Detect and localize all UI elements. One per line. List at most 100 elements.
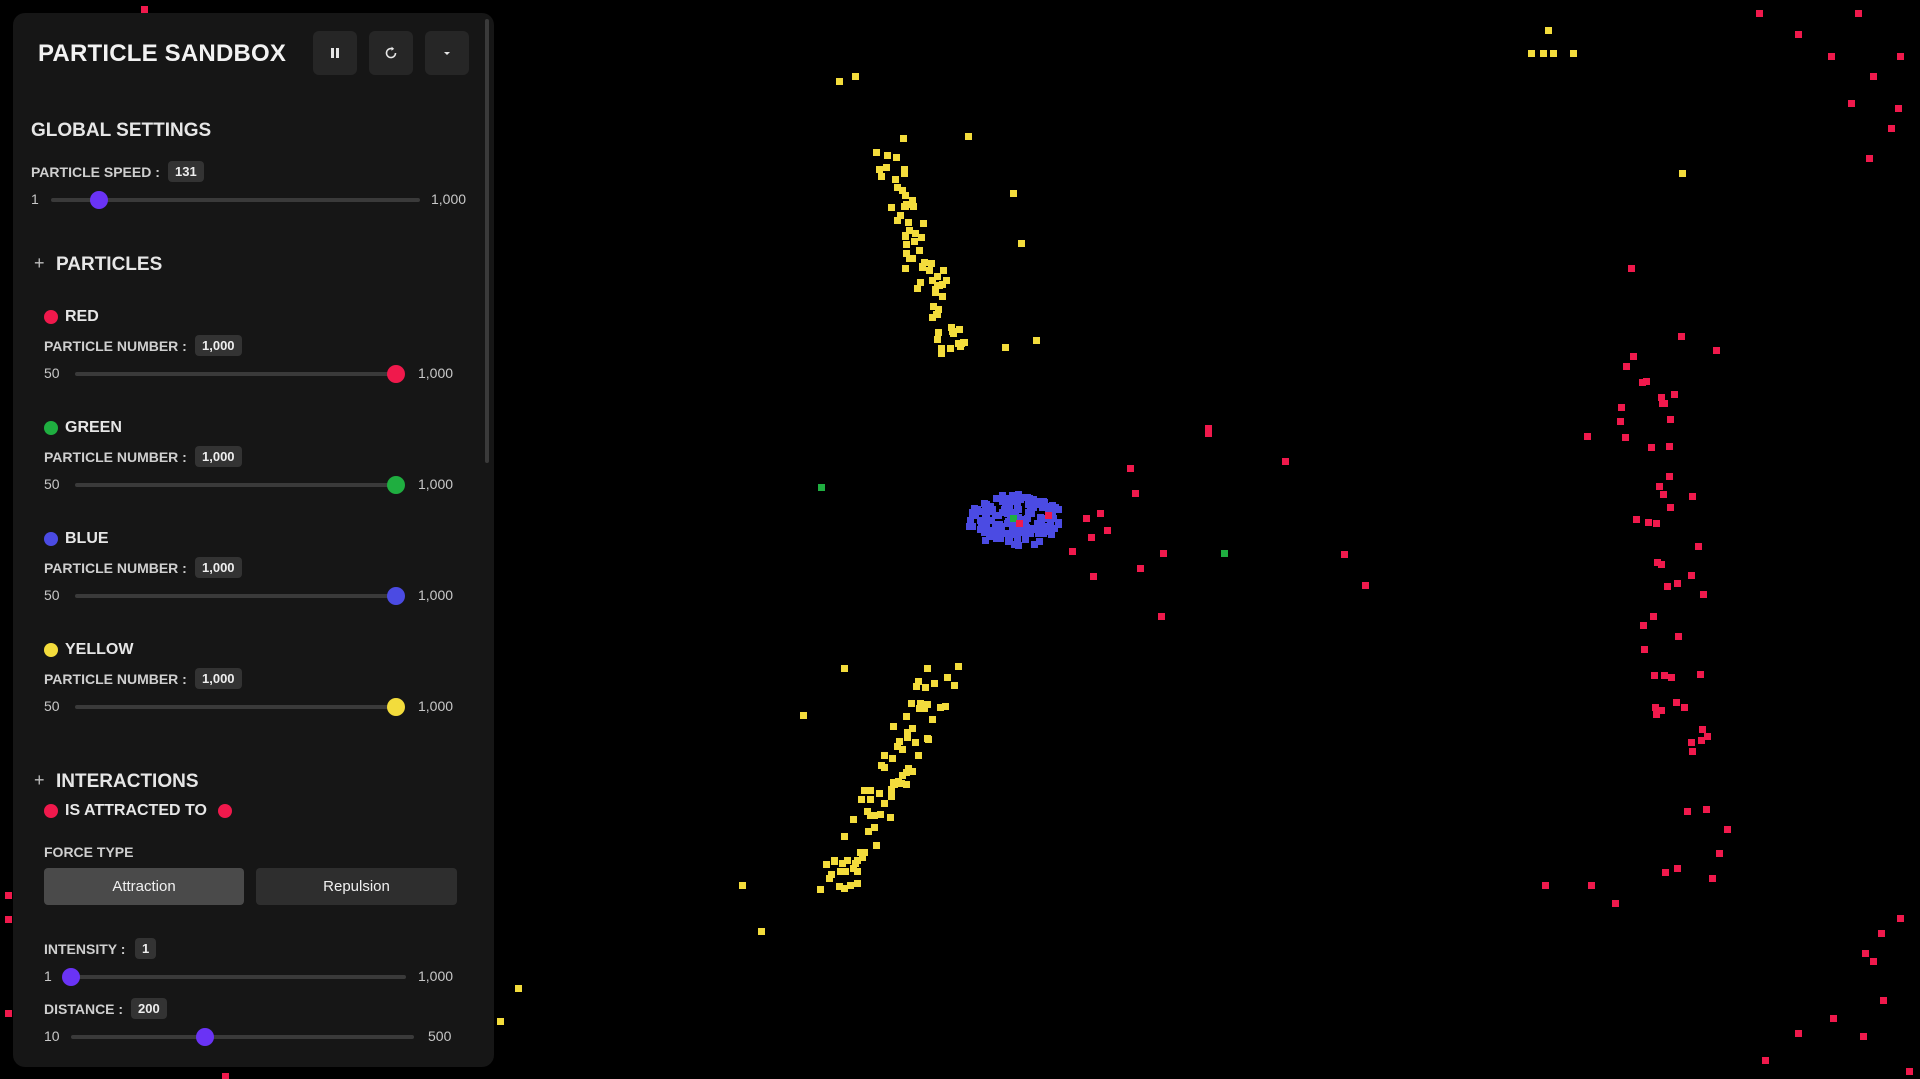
menu-dropdown-button[interactable] [425,31,469,75]
particle-speed-slider[interactable] [51,198,420,202]
yellow-particle [909,197,917,205]
yellow-particle [908,254,916,262]
particle-speed-label: PARTICLE SPEED : [31,164,160,180]
blue-particle [1025,494,1033,502]
blue-particle [992,534,1000,542]
yellow-particle [933,281,941,289]
yellow-particle [931,680,939,688]
yellow-particle [911,739,919,747]
green-particle-number-label: PARTICLE NUMBER : [44,449,187,465]
blue-particle [977,507,985,515]
interactions-expand-icon[interactable]: + [34,770,45,790]
yellow-particle [914,752,922,760]
particle-speed-thumb[interactable] [89,191,108,209]
blue-particle [1024,514,1032,522]
yellow-particle [903,780,911,788]
interaction-target-dot [218,804,232,818]
red-particle [1828,53,1835,60]
blue-particle [1008,491,1016,499]
yellow-particle [919,219,927,227]
yellow-particle [913,285,921,293]
red-particle [1878,930,1885,937]
yellow-particle [854,867,861,875]
panel-scrollbar[interactable] [485,19,489,463]
yellow-particle [830,858,838,866]
red-particle [1640,645,1648,653]
red-particle [1205,425,1212,432]
distance-slider[interactable] [71,1035,414,1039]
yellow-particle [940,266,948,274]
yellow-particle [957,342,965,350]
distance-thumb[interactable] [195,1028,214,1046]
red-particle [1658,561,1666,569]
green-particle [1010,515,1017,522]
yellow-particle [927,260,935,268]
restart-button[interactable] [369,31,413,75]
yellow-particle [863,807,871,815]
yellow-particle [934,336,942,344]
intensity-thumb[interactable] [62,968,80,986]
yellow-particle [836,868,844,876]
yellow-particle [923,701,931,709]
red-particle [1702,806,1710,814]
yellow-particle-number-slider[interactable] [75,705,396,709]
yellow-particle [1545,27,1552,34]
blue-particle-number-slider[interactable] [75,594,396,598]
green-particle [1221,550,1228,557]
yellow-particle [901,192,909,200]
red-particle [1716,850,1724,858]
distance-max: 500 [428,1028,452,1044]
yellow-particle [861,786,869,794]
attraction-button[interactable]: Attraction [44,868,244,905]
blue-particle-number-min: 50 [44,587,60,603]
yellow-particle [903,729,911,737]
red-particle [1612,900,1619,907]
yellow-particle [900,169,908,177]
red-particle-number-slider[interactable] [75,372,396,376]
yellow-particle [853,880,861,888]
green-particle-number-slider[interactable] [75,483,396,487]
blue-particle-number-thumb[interactable] [387,587,405,605]
blue-particle [998,498,1006,505]
blue-particle [1014,535,1022,543]
red-particle [1687,739,1695,747]
red-particle [1756,10,1763,17]
yellow-particle [934,328,942,336]
blue-particle [1051,504,1059,512]
blue-particle [1022,523,1030,531]
red-particle [1674,865,1682,873]
blue-particle [1042,522,1050,530]
green-particle-number-max: 1,000 [418,476,454,492]
blue-particle [1005,537,1013,545]
red-particle [1653,559,1661,567]
blue-particle [1047,506,1055,514]
yellow-particle [910,238,918,246]
yellow-particle [948,324,956,332]
yellow-particle [892,153,900,161]
particles-heading: PARTICLES [56,254,163,275]
pause-button[interactable] [313,31,357,75]
yellow-particle [943,673,951,681]
yellow-particle [912,683,920,691]
red-particle [1653,710,1661,718]
repulsion-button[interactable]: Repulsion [256,868,457,905]
red-particle-number-thumb[interactable] [387,365,405,383]
yellow-particle [922,683,930,691]
blue-particle [1030,503,1038,511]
blue-particle [969,509,977,517]
yellow-particle [841,665,848,672]
yellow-particle-number-thumb[interactable] [387,698,405,716]
red-particle [1862,950,1869,957]
red-particle [1362,582,1369,589]
yellow-particle [965,133,972,140]
particles-expand-icon[interactable]: + [34,253,45,273]
yellow-particle [924,734,932,742]
green-particle-number-thumb[interactable] [387,476,405,494]
yellow-particle [955,325,963,333]
intensity-slider[interactable] [71,975,406,979]
yellow-particle [903,733,911,741]
yellow-particle [1570,50,1577,57]
red-particle [1657,394,1665,402]
red-particle [1659,491,1667,499]
